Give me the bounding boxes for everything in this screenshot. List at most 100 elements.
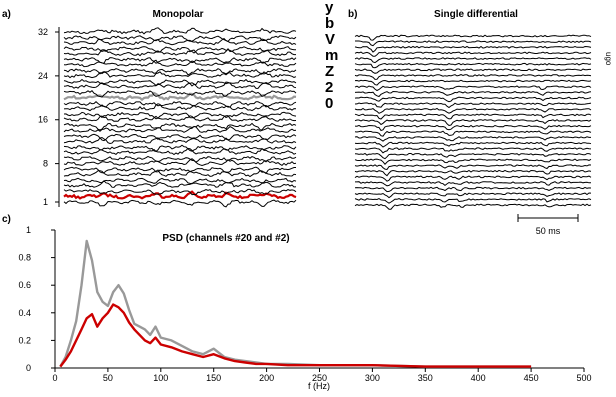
panel-a-trace <box>63 101 297 108</box>
panel-c-y-tick-label: 0.2 <box>18 335 31 345</box>
panel-c-x-tick-label: 0 <box>52 373 57 383</box>
panel-b-trace <box>354 136 591 142</box>
panel-c-label: c) <box>2 214 11 225</box>
panel-c-x-tick-label: 400 <box>471 373 486 383</box>
panel-a-trace <box>63 158 297 167</box>
panel-c-y-tick-label: 0.4 <box>18 308 31 318</box>
panel-b-title: Single differential <box>434 9 518 20</box>
panel-a-trace <box>63 111 297 120</box>
panel-b-side-text: ugo <box>604 52 613 66</box>
panel-b-trace <box>354 141 592 148</box>
panel-b-trace <box>355 40 592 47</box>
panel-a-trace <box>63 35 297 43</box>
panel-b-trace <box>354 57 592 64</box>
panel-c-x-tick-label: 50 <box>103 373 113 383</box>
panel-a-trace <box>63 133 297 142</box>
panel-c-y-tick-label: 0 <box>26 363 31 373</box>
panel-a-trace <box>63 188 297 196</box>
panel-b-trace <box>354 51 592 57</box>
panel-b-trace <box>354 164 592 171</box>
panel-b-trace <box>354 124 592 132</box>
panel-b-trace <box>354 107 592 114</box>
panel-b-trace <box>354 158 592 165</box>
panel-c-xlabel: f (Hz) <box>308 381 330 391</box>
panel-a-trace <box>63 47 296 57</box>
panel-a-ticks: 1 8 16 24 32 <box>38 27 59 207</box>
panel-a-traces <box>63 27 297 208</box>
panel-a-trace <box>63 147 297 156</box>
panel-b-trace <box>354 62 592 69</box>
panel-b-trace <box>354 113 592 120</box>
panel-b-trace <box>354 90 592 98</box>
panel-a-trace <box>63 166 296 175</box>
panel-c-x-tick-label: 250 <box>312 373 327 383</box>
panel-b-trace <box>354 45 592 53</box>
panel-a-trace <box>63 57 297 64</box>
panel-a-y-tick-label: 1 <box>43 197 48 207</box>
panel-c-x-tick-label: 350 <box>418 373 433 383</box>
panel-a-y-tick-label: 8 <box>43 159 48 169</box>
panel-a-trace <box>63 27 297 35</box>
panel-c-lines <box>59 239 532 368</box>
panel-a-y-tick-label: 16 <box>38 115 48 125</box>
panel-a-trace <box>63 144 297 152</box>
panel-b-label: b) <box>348 9 357 20</box>
panel-a-trace <box>63 122 297 131</box>
panel-b-trace <box>354 175 592 182</box>
panel-b-trace <box>354 169 592 177</box>
panel-c-x-tick-label: 300 <box>365 373 380 383</box>
panel-b-trace <box>354 192 592 199</box>
panel-a-trace <box>63 155 297 163</box>
panel-b-trace <box>354 119 592 127</box>
panel-c-x-tick-label: 500 <box>576 373 591 383</box>
panel-b-trace <box>354 74 592 80</box>
panel-b-trace <box>355 181 591 187</box>
panel-c-y-tick-label: 0.6 <box>18 280 31 290</box>
panel-c-title: PSD (channels #20 and #2) <box>162 233 289 244</box>
scale-bar <box>517 214 579 222</box>
panel-b-trace <box>354 79 592 86</box>
panel-a-trace <box>63 169 297 178</box>
panel-c-x-tick-label: 100 <box>153 373 168 383</box>
panel-b-trace <box>354 203 592 210</box>
panel-a-title: Monopolar <box>152 9 203 20</box>
panel-b-trace <box>354 102 592 109</box>
panel-b-trace <box>354 130 592 137</box>
panel-a-trace <box>63 103 297 112</box>
panel-b-traces <box>354 34 592 210</box>
panel-c-y-tick-label: 0.8 <box>18 253 31 263</box>
panel-b-trace <box>354 68 591 74</box>
panel-b-trace <box>354 152 592 160</box>
panel-c-x-tick-label: 200 <box>259 373 274 383</box>
panel-a-label: a) <box>2 9 11 20</box>
panel-a-trace <box>63 177 297 185</box>
panel-a-trace <box>63 71 297 79</box>
panel-c-y-tick-label: 1 <box>26 225 31 235</box>
panel-a-trace <box>63 90 297 98</box>
panel-a-trace <box>63 190 297 200</box>
panel-c-x-tick-label: 450 <box>524 373 539 383</box>
panel-c-axes: 0 50 100 150 200 250 300 350 400 450 500 0 0.2 0.4 0.6… <box>18 225 591 383</box>
scale-bar-label: 50 ms <box>536 226 561 236</box>
panel-b-trace <box>354 34 592 41</box>
panel-a-trace <box>63 46 296 54</box>
panel-b-trace <box>354 186 592 193</box>
panel-a-trace <box>63 115 297 122</box>
panel-a-trace <box>63 125 297 133</box>
panel-a-trace <box>63 136 297 145</box>
panel-b-trace <box>354 198 592 204</box>
panel-c-series-line <box>59 303 532 368</box>
panel-b-trace <box>354 147 592 154</box>
panel-a-y-tick-label: 32 <box>38 27 48 37</box>
panel-b-trace <box>354 96 592 103</box>
panel-a-trace <box>63 81 297 89</box>
panel-a-trace <box>63 68 297 76</box>
panel-a-trace <box>63 78 297 87</box>
panel-c-series-line <box>59 239 532 368</box>
panel-c-x-tick-label: 150 <box>206 373 221 383</box>
panel-a-trace <box>63 199 297 208</box>
panel-b-trace <box>354 85 592 92</box>
panel-a-trace <box>63 37 297 46</box>
